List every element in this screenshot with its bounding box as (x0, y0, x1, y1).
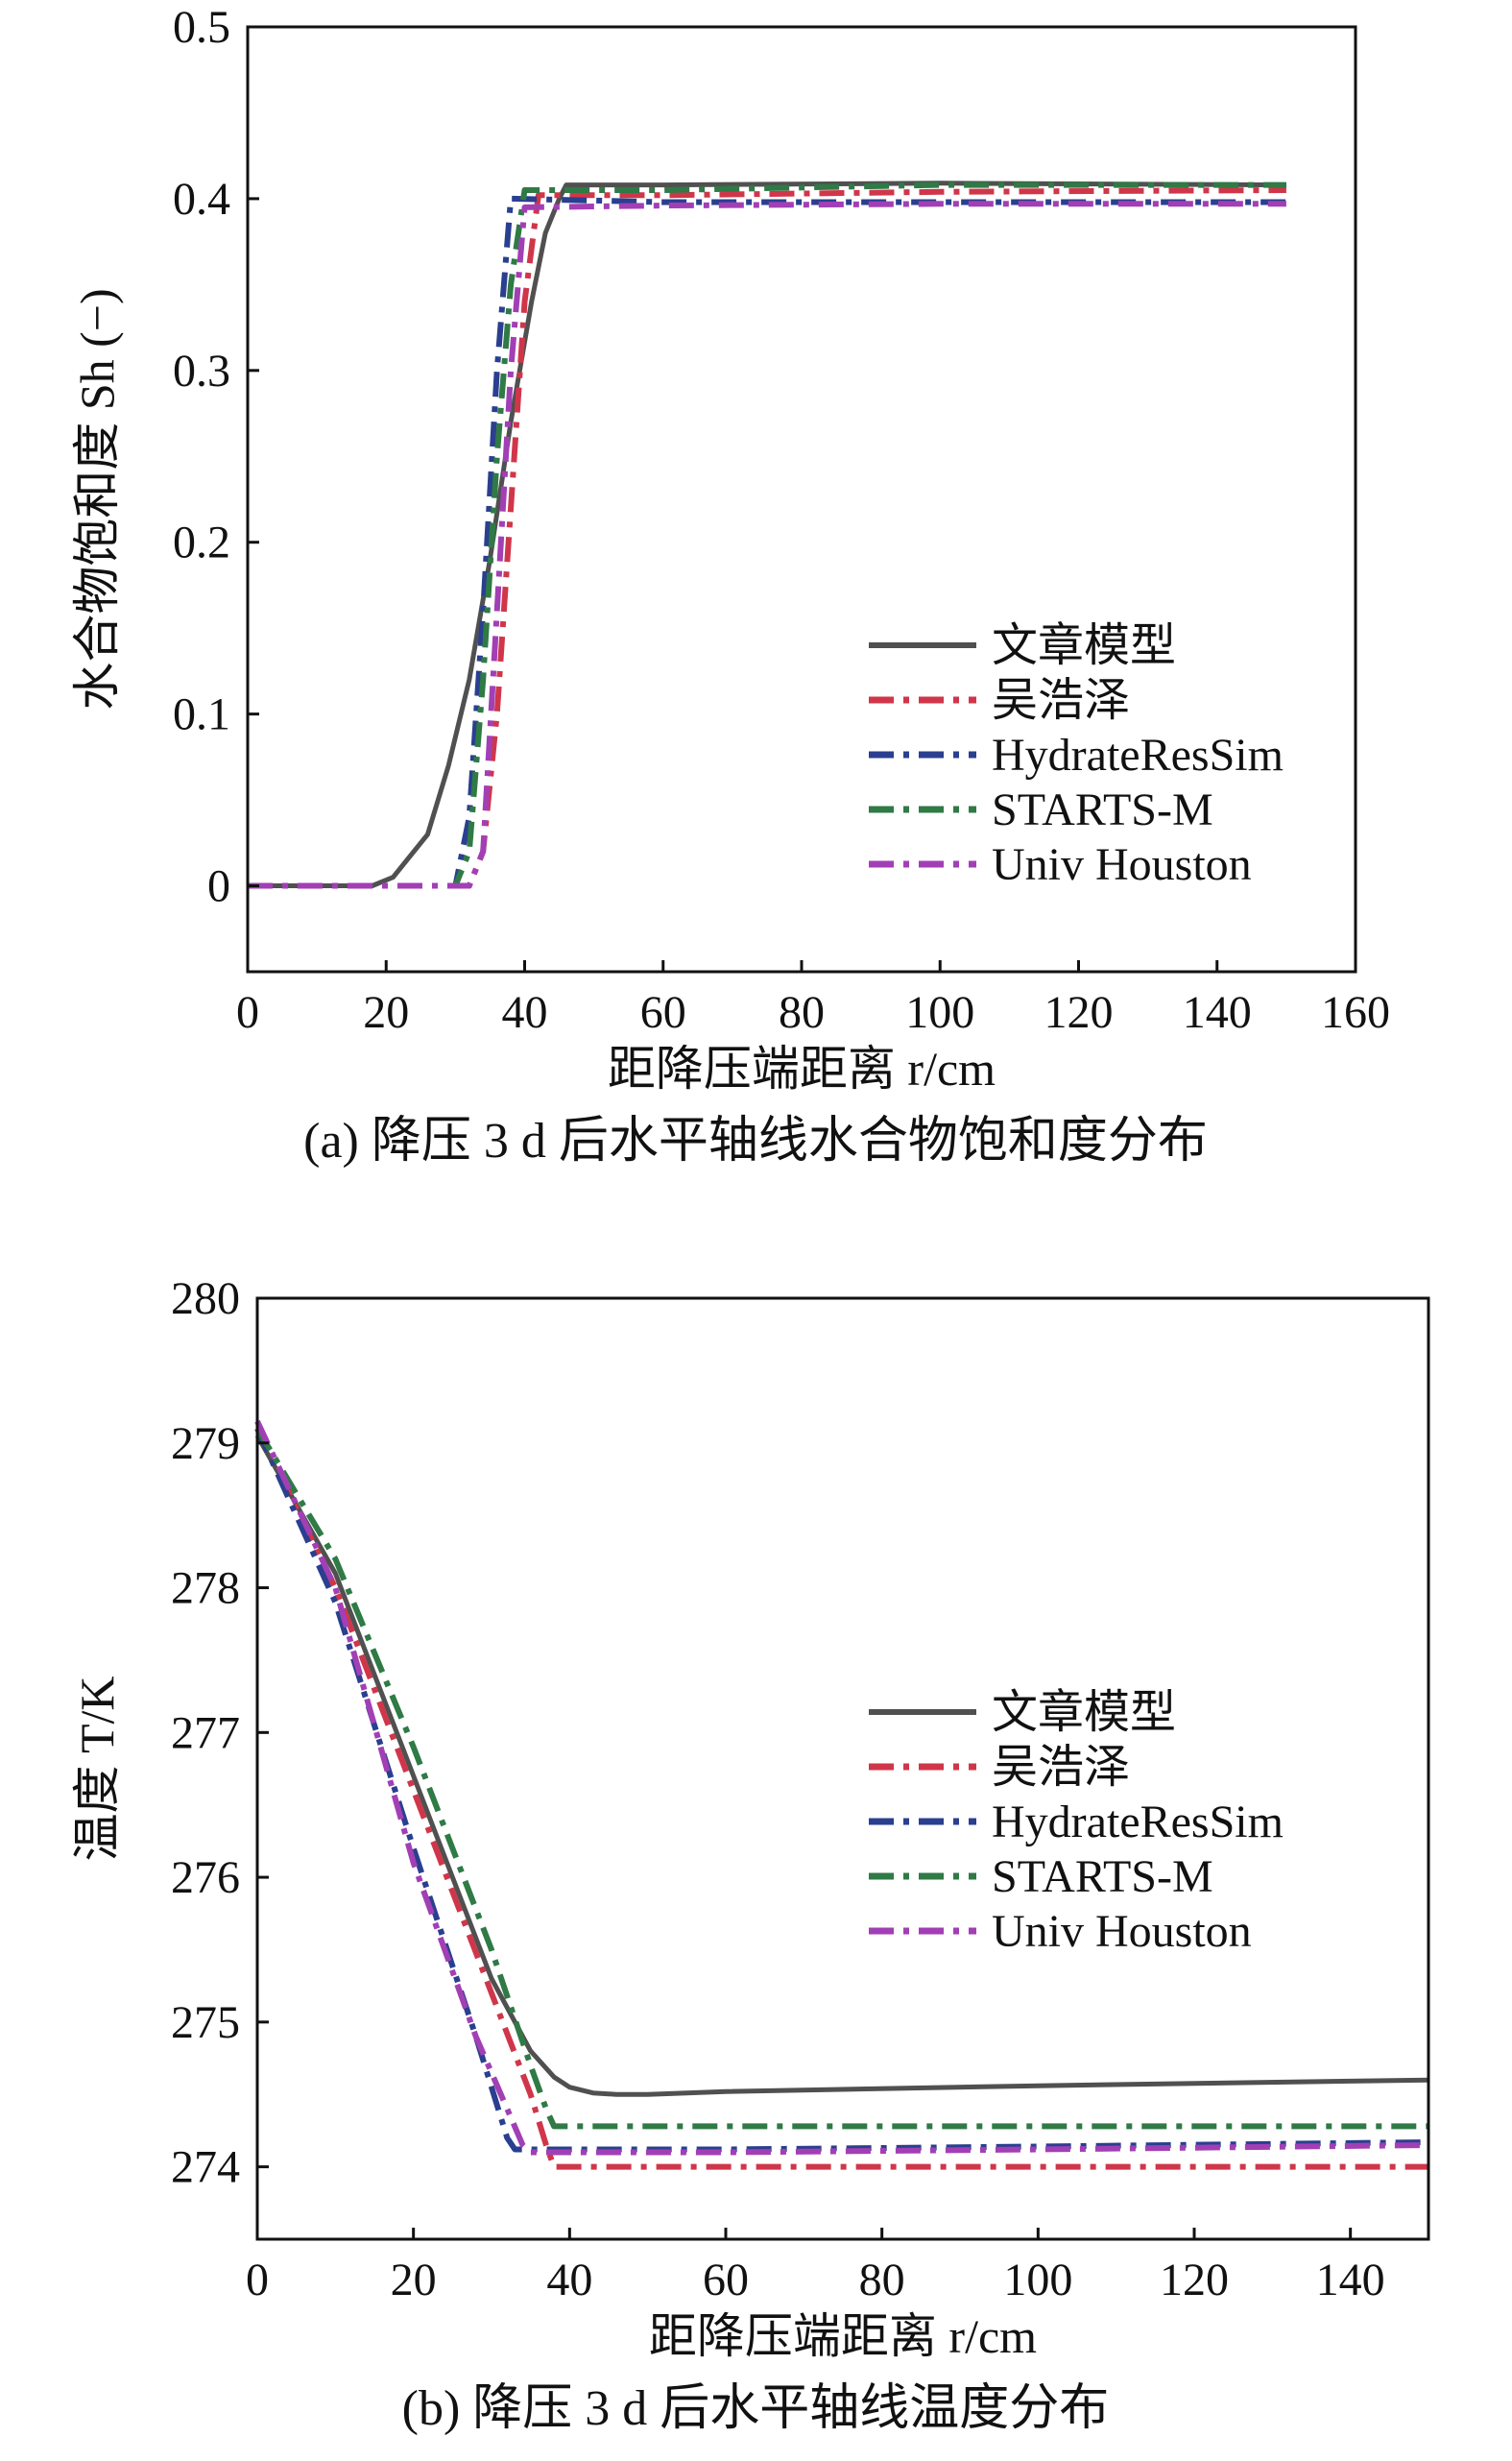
chart-b-legend-label: STARTS-M (992, 1851, 1213, 1902)
chart-b-xtick-label: 120 (1160, 2255, 1229, 2305)
chart-a-xtick-label: 20 (363, 987, 409, 1038)
chart-a-ytick-label: 0.2 (173, 518, 230, 568)
chart-b-ytick-label: 277 (171, 1707, 240, 1758)
chart-a-ytick-label: 0.5 (173, 2, 230, 53)
chart-a-xtick-label: 60 (640, 987, 686, 1038)
chart-a-ytick-label: 0.3 (173, 346, 230, 397)
chart-a-caption: (a) 降压 3 d 后水平轴线水合物饱和度分布 (303, 1114, 1208, 1169)
chart-a-xtick-label: 160 (1321, 987, 1390, 1038)
panel-b: 0 20 40 60 80 100 120 140 274 275 276 277 278 279 280 距… (70, 1273, 1430, 2436)
chart-a-series-0-line (248, 181, 1286, 888)
chart-a-xtick-label: 40 (502, 987, 548, 1038)
chart-b-legend-label: HydrateResSim (992, 1797, 1284, 1847)
chart-b-xtick-label: 80 (859, 2255, 905, 2305)
chart-a-ytick-label: 0.1 (173, 689, 230, 740)
chart-b-xtick-label: 20 (391, 2255, 437, 2305)
chart-b-legend-label: 文章模型 (992, 1687, 1176, 1738)
chart-a-ytick-label: 0 (207, 861, 230, 912)
chart-a-legend-label: Univ Houston (992, 839, 1252, 890)
chart-b-series (254, 1419, 1429, 2170)
chart-b-series-2-line (254, 1427, 1429, 2153)
chart-a-series-3-line (248, 181, 1286, 889)
chart-b-ytick-label: 280 (171, 1273, 240, 1324)
chart-b-x-axis: 0 20 40 60 80 100 120 140 (246, 2228, 1385, 2305)
chart-b-series-1-line (254, 1427, 1428, 2170)
chart-b-ytick-label: 275 (171, 1997, 240, 2048)
chart-a-x-axis-label: 距降压端距离 r/cm (608, 1042, 996, 1096)
chart-a-xtick-label: 120 (1044, 987, 1114, 1038)
chart-b-y-axis-label: 温度 T/K (70, 1676, 124, 1861)
chart-b-ytick-label: 278 (171, 1563, 240, 1614)
chart-b-series-0-line (254, 1434, 1429, 2097)
chart-a-y-axis-label: 水合物饱和度 Sh (−) (70, 288, 124, 710)
chart-a-xtick-label: 140 (1183, 987, 1252, 1038)
chart-b-series-3-line (254, 1427, 1428, 2130)
chart-b-ytick-label: 279 (171, 1418, 240, 1469)
chart-a-y-axis: 0 0.1 0.2 0.3 0.4 0.5 (173, 2, 259, 912)
chart-b-y-axis: 274 275 276 277 278 279 280 (171, 1273, 269, 2193)
chart-b-xtick-label: 60 (703, 2255, 749, 2305)
chart-a-series (248, 181, 1286, 889)
chart-a-xtick-label: 100 (905, 987, 974, 1038)
chart-a-series-2-line (248, 195, 1286, 889)
chart-a-xtick-label: 0 (236, 987, 259, 1038)
chart-b-series-4-line (254, 1419, 1429, 2156)
chart-a-x-axis: 0 20 40 60 80 100 120 140 160 (236, 960, 1390, 1038)
chart-a-legend-label: 吴浩泽 (992, 675, 1130, 726)
chart-a-xtick-label: 80 (779, 987, 825, 1038)
chart-b-ytick-label: 276 (171, 1852, 240, 1903)
chart-b-xtick-label: 100 (1003, 2255, 1072, 2305)
chart-b-legend-label: Univ Houston (992, 1906, 1252, 1957)
chart-b-plot-frame (255, 1296, 1430, 2241)
chart-a-series-4-line (248, 201, 1286, 889)
chart-b-legend-label: 吴浩泽 (992, 1742, 1130, 1793)
chart-b-xtick-label: 40 (546, 2255, 592, 2305)
chart-b-xtick-label: 140 (1316, 2255, 1385, 2305)
chart-b-x-axis-label: 距降压端距离 r/cm (649, 2309, 1037, 2363)
chart-a-series-1-line (248, 187, 1286, 889)
chart-a-legend-label: 文章模型 (992, 620, 1176, 671)
panel-a: 0 20 40 60 80 100 120 140 160 0 0.1 0.2 0.3 0.4 0.5 距降压… (70, 2, 1390, 1169)
chart-b-ytick-label: 274 (171, 2142, 240, 2193)
chart-a-legend-label: STARTS-M (992, 784, 1213, 835)
chart-b-caption: (b) 降压 3 d 后水平轴线温度分布 (402, 2381, 1110, 2436)
chart-a-ytick-label: 0.4 (173, 174, 230, 225)
chart-b-xtick-label: 0 (246, 2255, 269, 2305)
chart-a-legend-label: HydrateResSim (992, 730, 1284, 781)
